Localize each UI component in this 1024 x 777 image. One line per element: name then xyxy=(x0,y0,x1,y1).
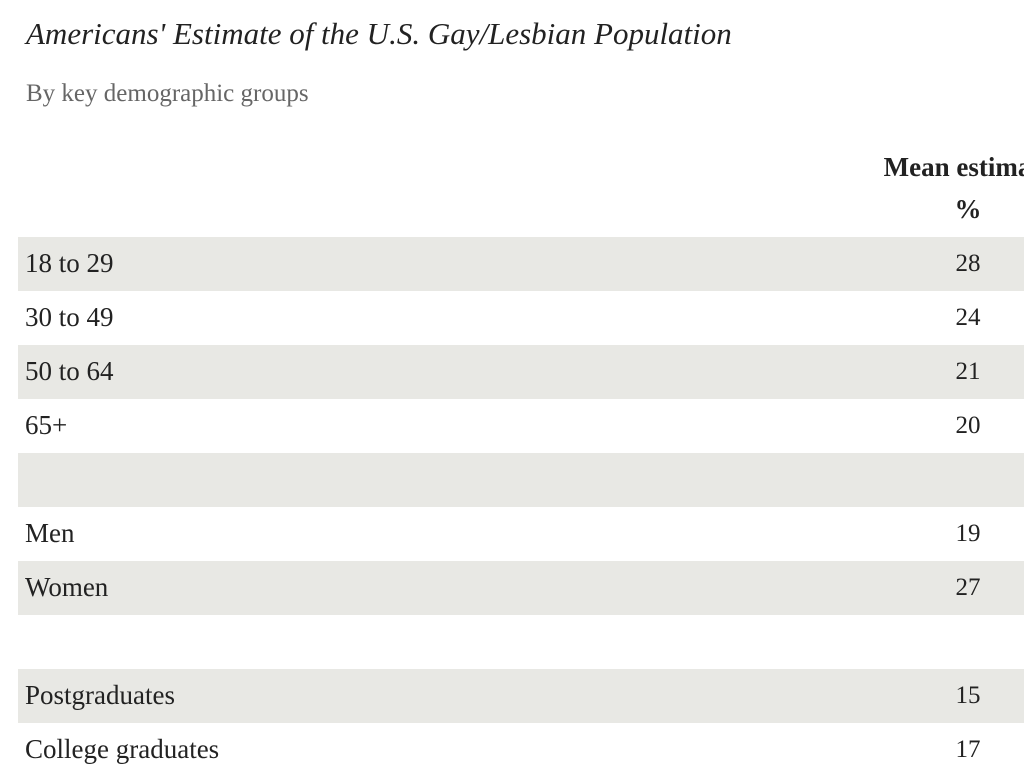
row-value: 28 xyxy=(955,250,981,277)
table-row: 65+ 20 xyxy=(18,399,1024,453)
row-value: 21 xyxy=(955,358,981,385)
table-row: 30 to 49 24 xyxy=(18,291,1024,345)
row-value: 24 xyxy=(955,304,981,331)
row-value: 19 xyxy=(955,520,981,547)
table-row: 18 to 29 28 xyxy=(18,237,1024,291)
row-label: Men xyxy=(25,518,75,548)
row-value: 27 xyxy=(955,574,981,601)
row-value: 17 xyxy=(955,736,981,763)
table-row: Women 27 xyxy=(18,561,1024,615)
table-row: Men 19 xyxy=(18,507,1024,561)
row-label: Women xyxy=(25,572,109,602)
column-unit: % xyxy=(954,194,982,224)
row-value: 15 xyxy=(955,682,981,709)
table-body: 18 to 29 28 30 to 49 24 50 to 64 21 65+ 20 Men 19… xyxy=(18,237,1024,777)
row-label: 65+ xyxy=(25,410,68,440)
row-label: 18 to 29 xyxy=(25,248,114,278)
row-label: Postgraduates xyxy=(25,680,175,710)
separator-row xyxy=(18,615,1024,669)
table-row: 50 to 64 21 xyxy=(18,345,1024,399)
separator-row xyxy=(18,453,1024,507)
table-row: Postgraduates 15 xyxy=(18,669,1024,723)
title: Americans' Estimate of the U.S. Gay/Lesb… xyxy=(26,16,732,51)
row-label: 50 to 64 xyxy=(25,356,114,386)
row-label: 30 to 49 xyxy=(25,302,114,332)
row-value: 20 xyxy=(955,412,981,439)
column-header: Mean estimate xyxy=(883,152,1024,182)
subtitle: By key demographic groups xyxy=(26,80,309,107)
row-label: College graduates xyxy=(25,734,220,764)
table-row: College graduates 17 xyxy=(18,723,1024,777)
